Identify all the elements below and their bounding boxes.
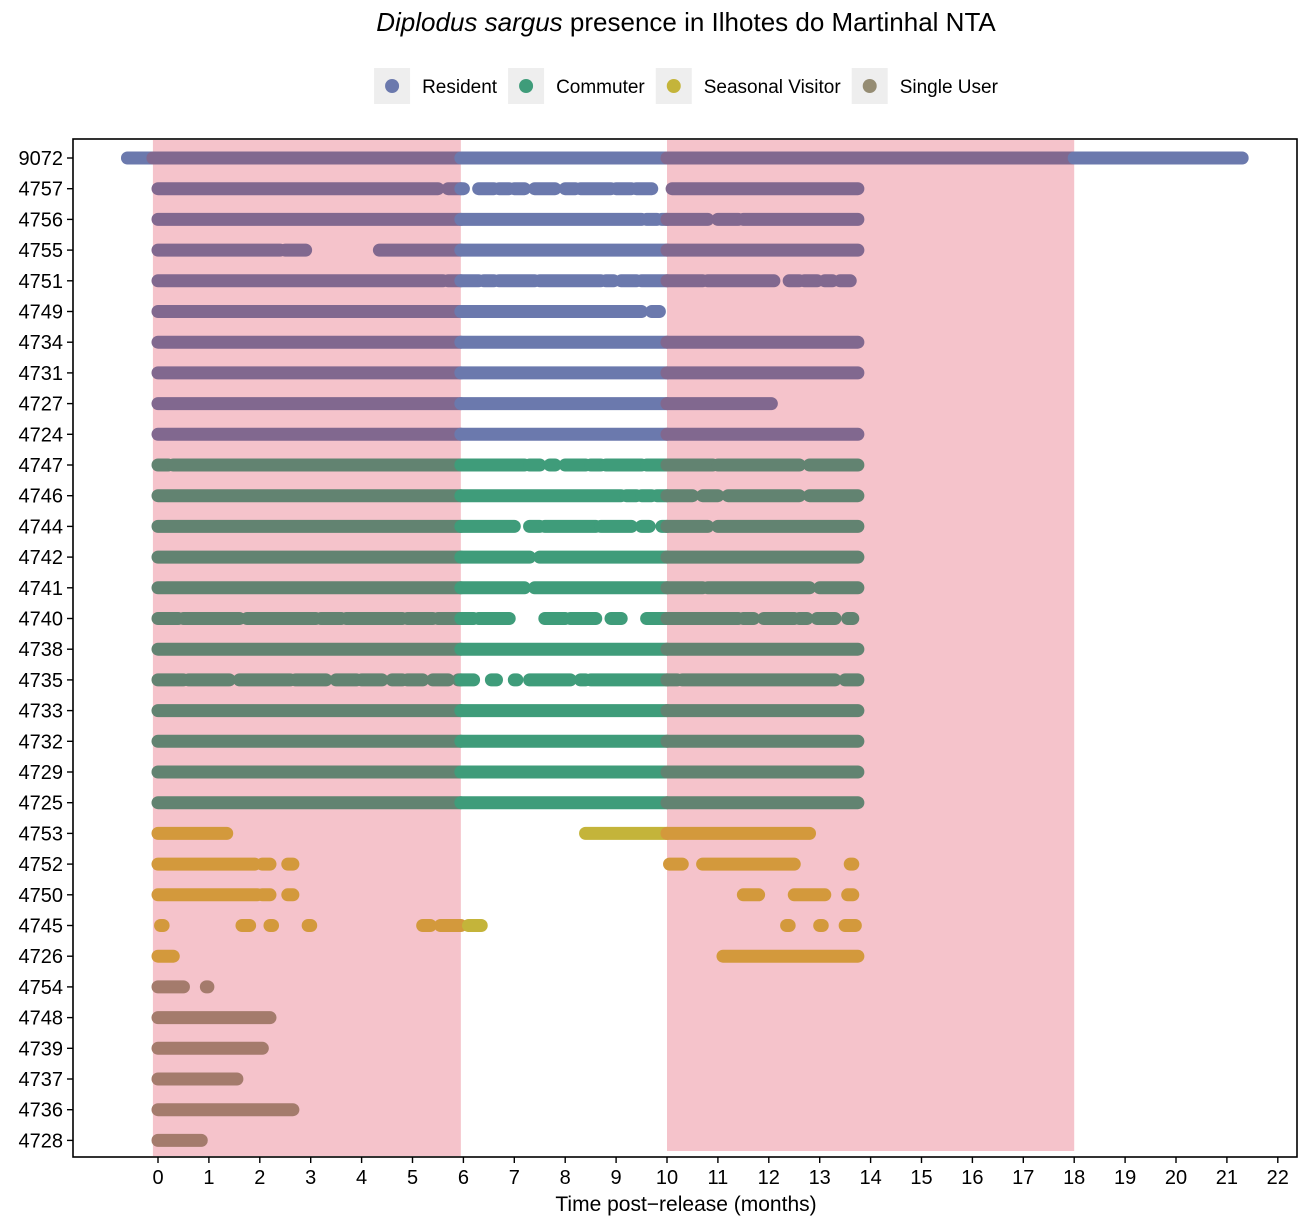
legend-label-resident: Resident [422,77,498,98]
y-axis: 9072 4757 4756 4755 4751 4749 4734 4731 4727 4724… [19,148,73,1152]
plot-panel-border [72,138,1298,1158]
legend-item-single-user: Single User [851,68,999,104]
x-tick-label-11: 11 [708,1167,729,1189]
y-tick-label-4731: 4731 [19,363,64,385]
x-tick-label-12: 12 [758,1167,780,1189]
x-axis: 0 1 2 3 4 5 6 7 8 9 10 11 12 13 14 15 16 17 18 19 20 21 22 [152,1157,1289,1189]
x-tick-label-9: 9 [611,1167,622,1189]
x-tick-label-0: 0 [152,1167,163,1189]
y-tick-label-9072: 9072 [19,148,64,170]
y-tick-label-4747: 4747 [19,455,64,477]
y-tick-label-4750: 4750 [19,885,64,907]
legend-swatch-single-user [862,79,877,93]
y-tick-label-4741: 4741 [19,578,64,600]
y-tick-label-4727: 4727 [19,394,64,416]
y-tick-label-4744: 4744 [19,516,64,538]
x-tick-label-4: 4 [356,1167,367,1189]
x-tick-label-22: 22 [1267,1167,1289,1189]
y-tick-label-4735: 4735 [19,670,64,692]
chart-title-species: Diplodus sargus [376,7,562,37]
y-tick-label-4733: 4733 [19,701,64,723]
x-tick-label-15: 15 [910,1167,932,1189]
y-tick-label-4736: 4736 [19,1100,64,1122]
y-tick-label-4737: 4737 [19,1069,64,1091]
plot-panel: 9072475747564755475147494734473147274724… [19,138,1298,1189]
y-tick-label-4740: 4740 [19,609,64,631]
x-tick-label-21: 21 [1216,1167,1238,1189]
x-tick-label-19: 19 [1114,1167,1136,1189]
chart-title: Diplodus sargus presence in Ilhotes do M… [376,7,996,37]
y-tick-label-4728: 4728 [19,1130,64,1152]
x-tick-label-18: 18 [1063,1167,1085,1189]
y-tick-label-4745: 4745 [19,916,64,938]
legend-item-commuter: Commuter [508,68,645,104]
y-tick-label-4752: 4752 [19,854,64,876]
y-tick-label-4739: 4739 [19,1038,64,1060]
y-tick-label-4757: 4757 [19,179,64,201]
x-tick-label-2: 2 [254,1167,265,1189]
x-tick-label-10: 10 [656,1167,678,1189]
y-tick-label-4724: 4724 [19,424,64,446]
y-tick-label-4753: 4753 [19,823,64,845]
x-tick-label-5: 5 [407,1167,418,1189]
y-tick-label-4729: 4729 [19,762,64,784]
legend-item-resident: Resident [374,68,498,104]
legend-swatch-commuter [519,79,534,93]
y-tick-label-4756: 4756 [19,209,64,231]
y-tick-label-4726: 4726 [19,946,64,968]
y-tick-label-4732: 4732 [19,731,64,753]
x-tick-label-6: 6 [458,1167,469,1189]
x-tick-label-20: 20 [1165,1167,1187,1189]
legend-item-seasonal-visitor: Seasonal Visitor [655,68,842,104]
y-tick-label-4755: 4755 [19,240,64,262]
y-tick-label-4754: 4754 [19,977,64,999]
presence-segments [120,151,1249,1147]
legend-label-seasonal-visitor: Seasonal Visitor [704,77,842,98]
y-tick-label-4749: 4749 [19,302,64,324]
y-tick-label-4725: 4725 [19,793,64,815]
x-tick-label-1: 1 [203,1167,214,1189]
x-tick-label-14: 14 [859,1167,881,1189]
x-tick-label-17: 17 [1012,1167,1034,1189]
x-tick-label-16: 16 [961,1167,983,1189]
legend-swatch-seasonal-visitor [666,79,681,93]
y-tick-label-4742: 4742 [19,547,64,569]
y-tick-label-4738: 4738 [19,639,64,661]
legend: Resident Commuter Seasonal Visitor Single U… [374,68,999,104]
x-tick-label-13: 13 [809,1167,831,1189]
y-tick-label-4734: 4734 [19,332,64,354]
x-axis-title: Time post−release (months) [555,1193,816,1216]
y-tick-label-4751: 4751 [19,271,64,293]
chart-title-rest: presence in Ilhotes do Martinhal NTA [563,7,997,37]
x-tick-label-8: 8 [560,1167,571,1189]
y-tick-label-4746: 4746 [19,486,64,508]
x-tick-label-7: 7 [509,1167,520,1189]
legend-label-commuter: Commuter [556,77,645,98]
legend-swatch-resident [385,79,400,93]
y-tick-label-4748: 4748 [19,1008,64,1030]
legend-label-single-user: Single User [900,77,999,98]
x-tick-label-3: 3 [305,1167,316,1189]
